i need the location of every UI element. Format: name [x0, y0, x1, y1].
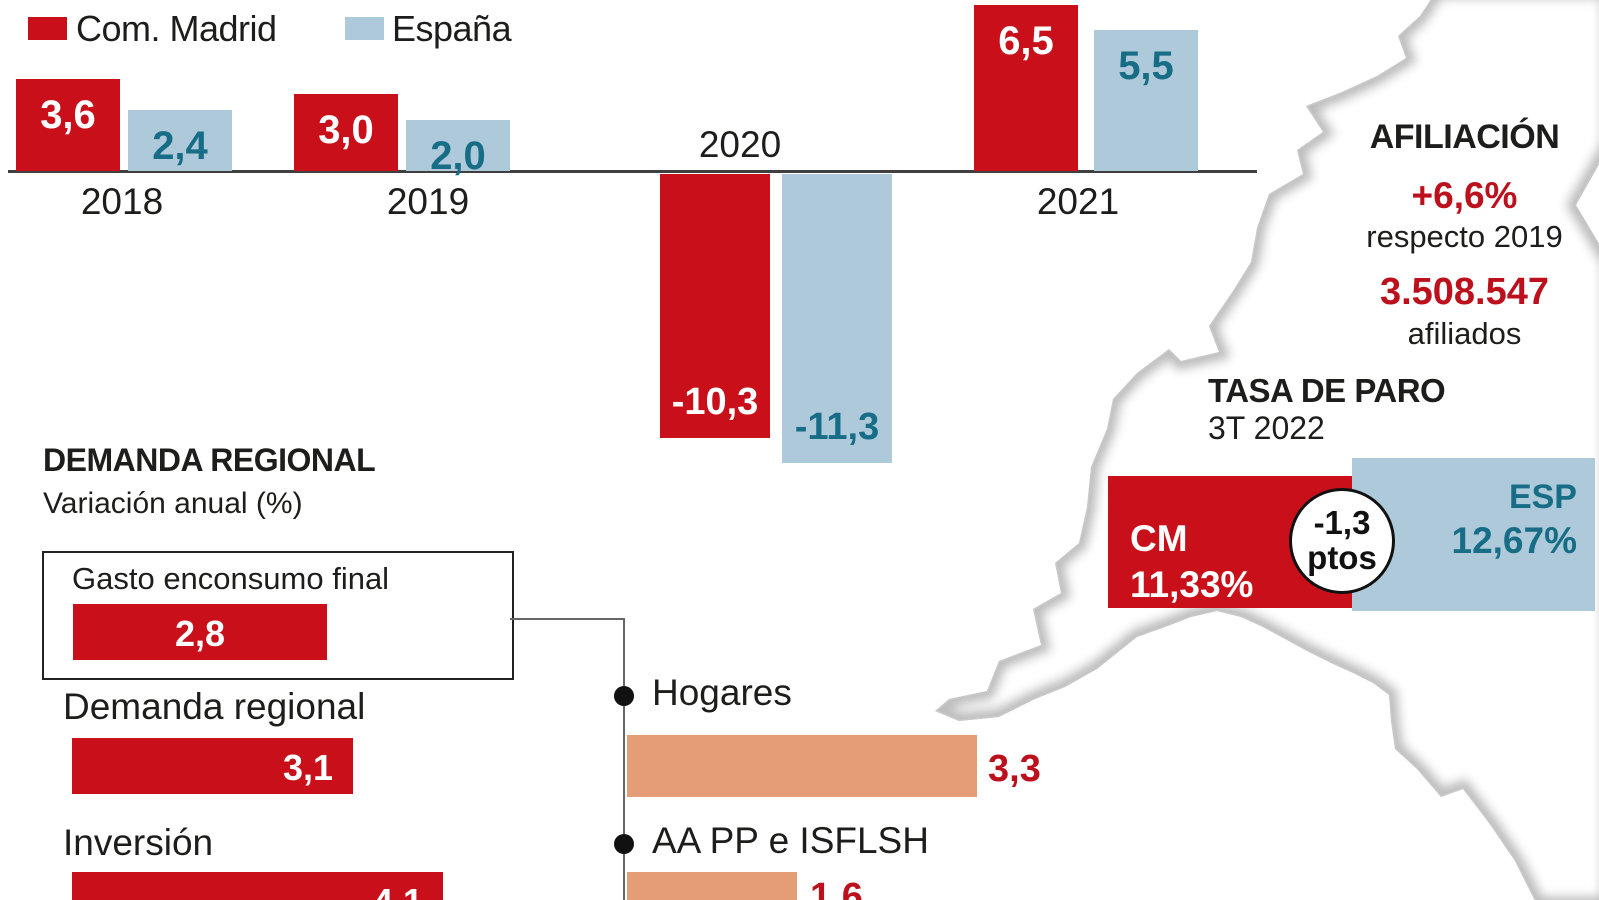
- demanda-regional-title: DEMANDA REGIONAL: [43, 442, 376, 478]
- legend-label-madrid: Com. Madrid: [76, 8, 277, 49]
- esp-label: ESP: [1508, 478, 1577, 516]
- afiliacion-count: 3.508.547: [1379, 271, 1550, 313]
- bar-madrid-2020: -10,3: [660, 174, 770, 438]
- tasa-de-paro-period: 3T 2022: [1208, 410, 1325, 446]
- bar-espana-2019: 2,0: [406, 120, 510, 178]
- afiliacion-block: AFILIACIÓN +6,6% respecto 2019 3.508.547…: [1330, 118, 1599, 352]
- year-label-2019: 2019: [386, 181, 470, 222]
- bar-madrid-2021: 6,5: [974, 5, 1078, 171]
- difference-unit: ptos: [1307, 539, 1377, 576]
- tasa-de-paro-title: TASA DE PARO: [1208, 372, 1446, 409]
- inversion-row-label: Inversión: [63, 822, 214, 863]
- bar-madrid-2019: 3,0: [294, 94, 398, 171]
- cm-unemployment-value: 11,33%: [1130, 564, 1254, 605]
- bar-demanda-regional: 3,1: [72, 738, 353, 794]
- bar-value-label: 3,0: [318, 108, 374, 152]
- bar-espana-2018: 2,4: [128, 110, 232, 171]
- bar-hogares: [627, 735, 977, 797]
- aapp-bullet: [614, 834, 634, 854]
- afiliacion-count-label: afiliados: [1407, 316, 1522, 351]
- bar-value-label: 4,1: [72, 881, 443, 900]
- difference-badge: -1,3 ptos: [1289, 488, 1395, 594]
- bar-value-label: 3,1: [282, 747, 333, 788]
- legend-label-espana: España: [392, 8, 512, 49]
- aapp-value: 1,6: [810, 876, 863, 900]
- gasto-consumo-label: Gasto enconsumo final: [72, 561, 390, 596]
- bar-espana-2021: 5,5: [1094, 30, 1198, 171]
- afiliacion-percent: +6,6%: [1411, 175, 1518, 216]
- bar-value-label: 5,5: [1118, 44, 1174, 88]
- connector-vertical-line: [623, 618, 625, 900]
- hogares-label: Hogares: [652, 672, 792, 713]
- afiliacion-title: AFILIACIÓN: [1369, 118, 1560, 156]
- legend-swatch-madrid: [28, 17, 67, 40]
- demanda-regional-subtitle: Variación anual (%): [43, 487, 303, 520]
- hogares-bullet: [614, 686, 634, 706]
- bar-value-label: 6,5: [998, 19, 1054, 63]
- bar-aapp: [627, 872, 797, 900]
- aapp-label: AA PP e ISFLSH: [652, 820, 929, 861]
- bar-value-label: 2,0: [430, 134, 486, 178]
- bar-value-label: -11,3: [794, 406, 880, 448]
- demanda-regional-row-label: Demanda regional: [63, 686, 366, 727]
- bar-value-label: -10,3: [671, 381, 759, 423]
- bar-value-label: 3,6: [40, 93, 96, 137]
- afiliacion-reference: respecto 2019: [1366, 219, 1563, 254]
- x-axis-line: [8, 170, 1257, 173]
- year-label-2021: 2021: [1036, 181, 1120, 222]
- esp-unemployment-value: 12,67%: [1451, 520, 1578, 561]
- cm-label: CM: [1130, 518, 1188, 559]
- difference-value: -1,3: [1313, 504, 1371, 542]
- year-label-2020: 2020: [698, 124, 782, 165]
- bar-value-label: 2,4: [152, 124, 208, 168]
- bar-gasto-consumo: 2,8: [73, 604, 327, 660]
- bar-value-label: 2,8: [174, 613, 226, 654]
- legend-swatch-espana: [345, 17, 384, 40]
- connector-horizontal-line: [510, 618, 625, 620]
- bar-espana-2020: -11,3: [782, 174, 892, 463]
- bar-madrid-2018: 3,6: [16, 79, 120, 171]
- bar-inversion: 4,1: [72, 872, 443, 900]
- year-label-2018: 2018: [80, 181, 164, 222]
- hogares-value: 3,3: [988, 748, 1041, 790]
